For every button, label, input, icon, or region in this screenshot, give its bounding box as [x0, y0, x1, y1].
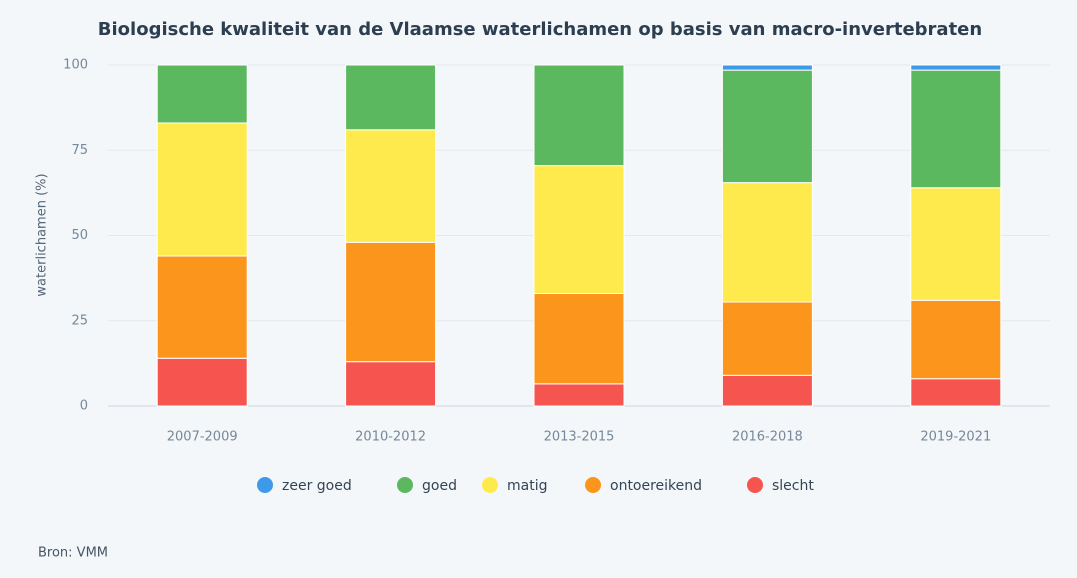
bar-segment: [910, 378, 1002, 407]
bar-segment: [910, 69, 1002, 189]
legend-label: slecht: [772, 478, 814, 494]
legend-swatch: [747, 477, 763, 493]
bar-segment: [533, 64, 625, 167]
bar-segment: [156, 255, 248, 359]
y-tick-label: 25: [71, 313, 88, 328]
bar-segment: [156, 64, 248, 124]
bar-segment: [910, 187, 1002, 301]
bar-segment: [721, 301, 813, 376]
bar-segment: [721, 64, 813, 71]
y-tick-label: 0: [80, 399, 88, 414]
bar-segment: [156, 122, 248, 257]
bar-segment: [345, 64, 437, 131]
bar-segment: [721, 69, 813, 184]
bar-segment: [533, 383, 625, 407]
bar-segment: [156, 357, 248, 407]
source: Bron: VMM: [38, 546, 108, 561]
legend-swatch: [585, 477, 601, 493]
legend-swatch: [257, 477, 273, 493]
bar-segment: [721, 374, 813, 407]
x-tick-label: 2010-2012: [355, 430, 426, 445]
bar-segment: [345, 361, 437, 407]
y-tick-label: 75: [71, 143, 88, 158]
y-tick-label: 100: [63, 58, 88, 73]
legend-label: ontoereikend: [610, 478, 702, 494]
y-axis-label: waterlichamen (%): [35, 173, 50, 296]
chart-title: Biologische kwaliteit van de Vlaamse wat…: [98, 19, 982, 40]
legend-swatch: [397, 477, 413, 493]
x-tick-label: 2016-2018: [732, 430, 803, 445]
bar-segment: [533, 165, 625, 294]
x-tick-label: 2013-2015: [544, 430, 615, 445]
bar-segment: [721, 182, 813, 303]
x-tick-label: 2019-2021: [920, 430, 991, 445]
y-tick-label: 50: [71, 228, 88, 243]
bar-segment: [910, 299, 1002, 380]
bar-segment: [910, 64, 1002, 71]
legend-label: goed: [422, 478, 457, 494]
bar-segment: [533, 292, 625, 385]
bar-segment: [345, 241, 437, 363]
x-tick-label: 2007-2009: [167, 430, 238, 445]
legend-swatch: [482, 477, 498, 493]
bar-segment: [345, 129, 437, 243]
legend-label: matig: [507, 478, 547, 494]
legend-label: zeer goed: [282, 478, 352, 494]
